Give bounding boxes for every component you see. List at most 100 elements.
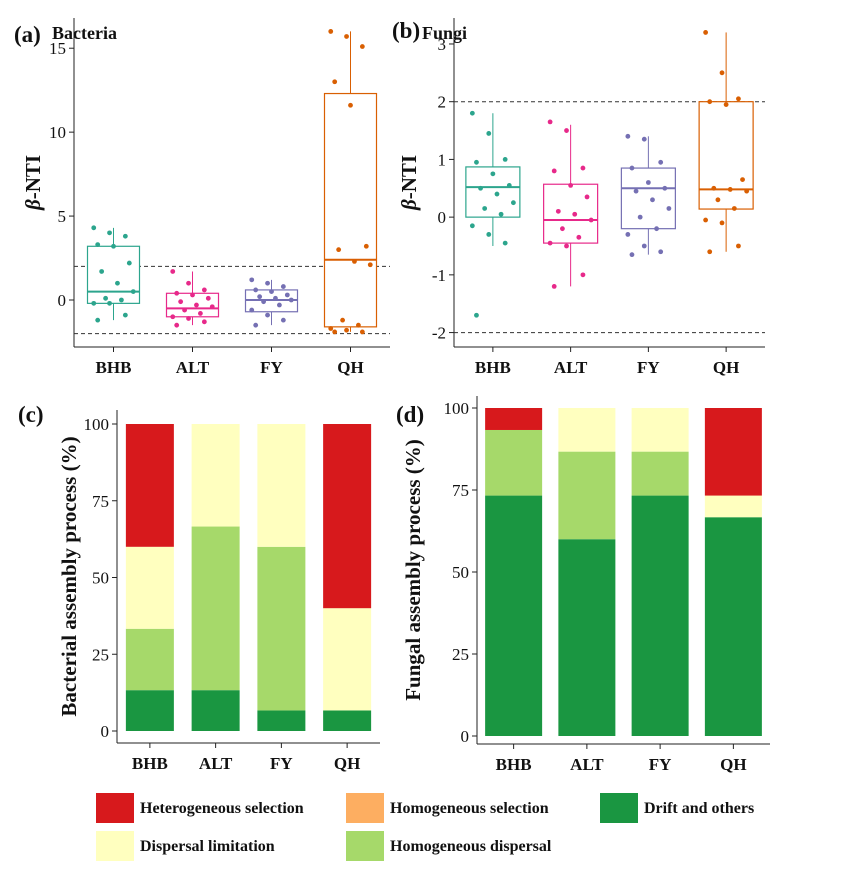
data-point [130, 289, 136, 295]
data-point [363, 243, 369, 249]
data-point [201, 319, 207, 325]
data-point [170, 269, 176, 274]
legend-label: Dispersal limitation [140, 838, 275, 855]
x-tick-label: FY [270, 754, 293, 773]
data-point [344, 327, 349, 333]
bar-segment-bhb [125, 690, 174, 731]
x-tick-label: ALT [199, 754, 233, 773]
data-point [731, 206, 737, 211]
data-point [107, 300, 112, 306]
y-tick-label: 25 [92, 645, 109, 664]
y-tick-label: 50 [92, 569, 109, 588]
y-axis-label: β-NTI [21, 155, 45, 211]
y-tick-label: -2 [432, 324, 446, 343]
data-point [502, 240, 508, 246]
data-point [744, 188, 750, 194]
data-point [625, 133, 631, 139]
y-tick-label: 2 [438, 93, 447, 112]
bar-segment-qh [704, 408, 762, 496]
data-point [666, 206, 672, 211]
panel-title: Bacteria [52, 23, 117, 43]
y-tick-label: 25 [452, 645, 469, 664]
data-point [584, 194, 590, 200]
bar-segment-qh [323, 710, 372, 731]
data-point [568, 182, 574, 188]
bar-segment-alt [558, 539, 616, 736]
data-point [359, 44, 365, 49]
y-tick-label: 0 [461, 727, 470, 746]
data-point [348, 102, 353, 108]
y-axis-label: β-NTI [397, 155, 421, 211]
bar-segment-qh [323, 608, 372, 711]
bar-segment-qh [704, 495, 762, 518]
x-tick-label: QH [337, 358, 363, 377]
data-point [328, 326, 334, 331]
box-qh [698, 101, 754, 210]
data-point [253, 322, 259, 328]
data-point [482, 206, 488, 211]
data-point [186, 316, 191, 321]
data-point [564, 128, 569, 133]
data-point [560, 226, 565, 232]
bar-segment-fy [631, 451, 689, 496]
data-point [588, 217, 594, 223]
data-point [629, 165, 635, 171]
box-qh [323, 92, 378, 328]
data-point [122, 312, 128, 318]
data-point [340, 317, 345, 323]
data-point [103, 295, 108, 301]
data-point [654, 226, 659, 232]
data-point [707, 99, 713, 105]
y-axis-label: Fungal assembly process (%) [401, 439, 425, 701]
data-point [91, 300, 97, 306]
panel-label: (a) [14, 22, 41, 47]
data-point [703, 30, 709, 35]
data-point [119, 297, 124, 303]
data-point [576, 234, 582, 240]
panel-label: (b) [392, 18, 420, 43]
bar-segment-qh [323, 424, 372, 609]
data-point [641, 136, 647, 142]
data-point [551, 168, 557, 174]
data-point [182, 307, 187, 313]
bar-segment-qh [704, 517, 762, 736]
box-alt [543, 183, 599, 244]
data-point [719, 220, 725, 226]
legend: Heterogeneous selection Homogeneous selec… [96, 793, 754, 861]
data-point [115, 280, 120, 286]
data-point [288, 297, 294, 303]
legend-swatch [96, 831, 134, 861]
panel-title: Fungi [422, 23, 467, 43]
y-tick-label: 100 [84, 415, 110, 434]
data-point [328, 29, 334, 34]
data-point [107, 230, 112, 236]
data-point [580, 272, 586, 278]
data-point [547, 240, 553, 246]
bar-segment-alt [558, 451, 616, 540]
data-point [178, 299, 184, 305]
box-bhb [86, 245, 141, 304]
y-tick-label: 75 [92, 492, 109, 511]
data-point [356, 322, 361, 328]
data-point [645, 180, 651, 185]
data-point [715, 197, 721, 203]
data-point [719, 70, 725, 76]
data-point [629, 252, 635, 258]
data-point [723, 102, 729, 107]
y-tick-label: 15 [49, 39, 66, 58]
y-tick-label: 10 [49, 123, 66, 142]
data-point [658, 159, 664, 165]
data-point [122, 233, 128, 239]
data-point [510, 200, 516, 206]
data-point [711, 185, 717, 191]
data-point [273, 295, 278, 301]
data-point [502, 157, 508, 162]
data-point [736, 96, 741, 102]
data-point [194, 302, 199, 308]
data-point [474, 159, 479, 165]
data-point [474, 312, 479, 318]
data-point [280, 284, 286, 289]
bar-segment-bhb [125, 424, 174, 547]
legend-swatch [96, 793, 134, 823]
